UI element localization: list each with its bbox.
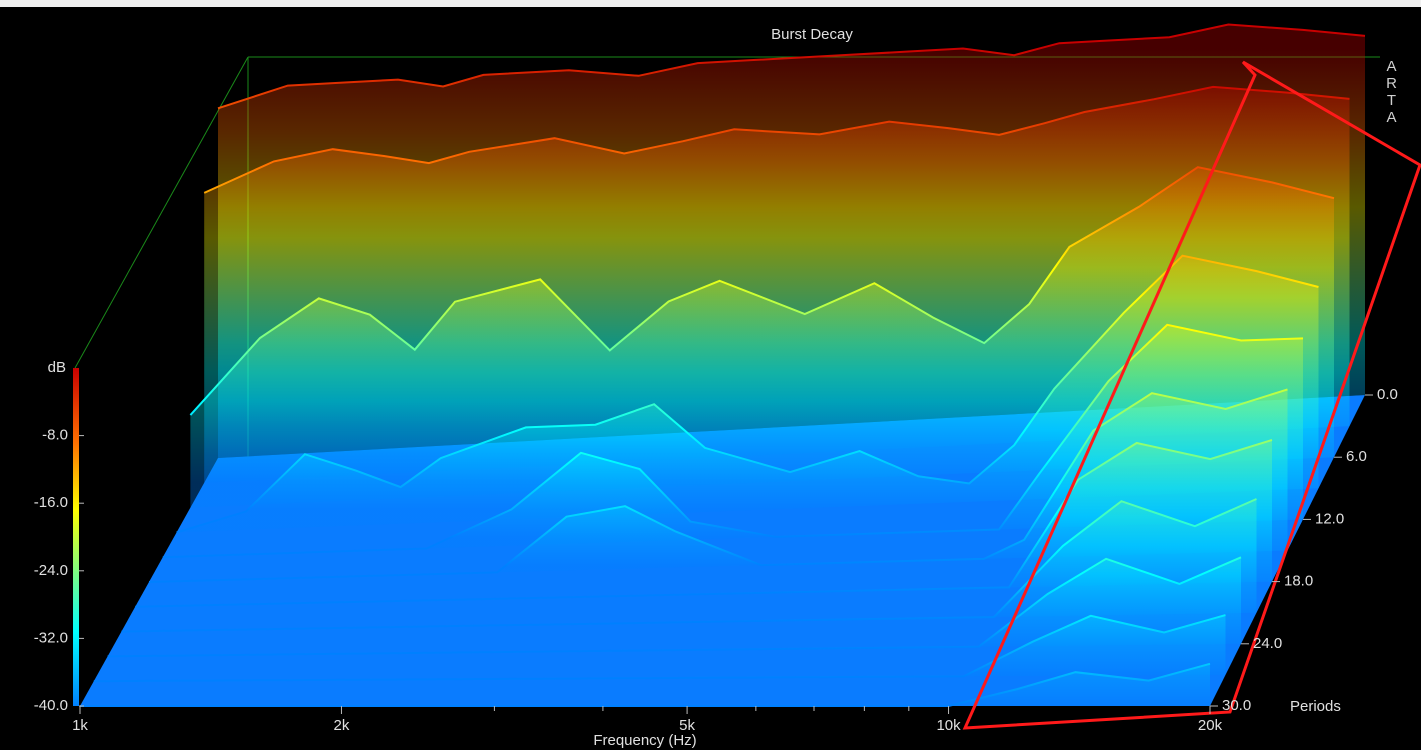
x-axis-label: Frequency (Hz) (593, 732, 696, 749)
slice-fill (121, 499, 1257, 632)
slice-line (93, 614, 1226, 683)
slice-fill (162, 324, 1303, 558)
slice-line (148, 388, 1288, 583)
chart-title: Burst Decay (771, 26, 853, 43)
x-tick-label: 10k (936, 717, 961, 734)
color-bar (73, 368, 79, 706)
z-tick-label: 0.0 (1377, 386, 1398, 403)
slice-line (189, 166, 1335, 416)
x-tick-label: 20k (1198, 717, 1223, 734)
y-tick-label: -8.0 (42, 427, 68, 444)
slice-line (80, 662, 1211, 707)
y-tick-label: -40.0 (34, 697, 68, 714)
slice-line (162, 323, 1304, 559)
slice-fill (149, 389, 1288, 582)
z-tick-label: 24.0 (1253, 635, 1282, 652)
slice-line (217, 23, 1366, 110)
y-axis-label: dB (48, 359, 66, 376)
x-tick-label: 1k (72, 717, 88, 734)
y-tick-label: -24.0 (34, 562, 68, 579)
annotation-box (962, 60, 1421, 730)
slice-fill (135, 440, 1273, 607)
z-tick-label: 18.0 (1284, 573, 1313, 590)
z-tick-label: 30.0 (1222, 697, 1251, 714)
watermark: ARTA (1383, 58, 1400, 126)
y-tick-label: -16.0 (34, 494, 68, 511)
z-tick-label: 12.0 (1315, 510, 1344, 527)
x-tick-label: 2k (334, 717, 350, 734)
slice-line (176, 254, 1319, 534)
y-tick-label: -32.0 (34, 629, 68, 646)
slice-fill (80, 663, 1210, 706)
surface (80, 23, 1366, 707)
slice-line (203, 85, 1350, 194)
slice-line (107, 556, 1242, 658)
slice-line (121, 498, 1257, 633)
slice-fill (176, 255, 1319, 533)
window-border (0, 0, 1421, 7)
z-tick-label: 6.0 (1346, 448, 1367, 465)
z-axis-label: Periods (1290, 698, 1341, 715)
x-tick-label: 5k (679, 717, 695, 734)
